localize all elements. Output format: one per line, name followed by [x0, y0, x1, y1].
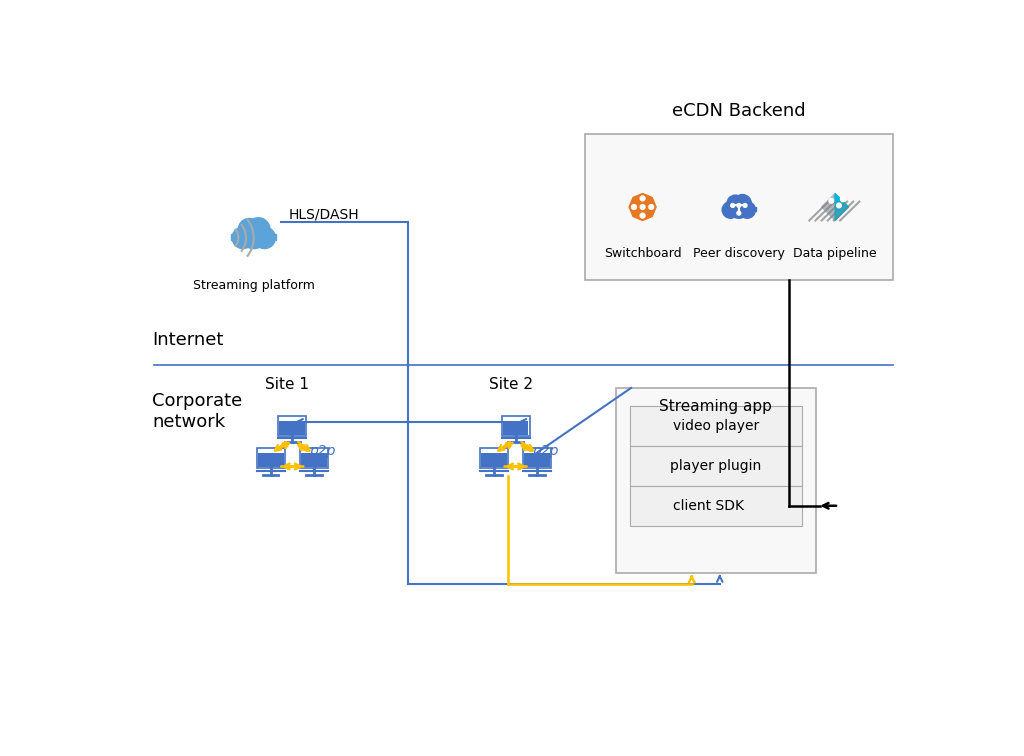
Circle shape — [722, 202, 739, 218]
Circle shape — [737, 211, 740, 215]
Text: Site 2: Site 2 — [488, 376, 532, 392]
Circle shape — [640, 205, 645, 209]
Circle shape — [841, 197, 845, 202]
Circle shape — [737, 203, 740, 207]
Circle shape — [649, 205, 653, 209]
Bar — [231, 234, 276, 240]
FancyBboxPatch shape — [502, 416, 529, 436]
Text: p2p: p2p — [532, 444, 559, 458]
FancyBboxPatch shape — [301, 453, 327, 467]
Polygon shape — [821, 194, 836, 221]
Circle shape — [733, 194, 752, 212]
FancyBboxPatch shape — [481, 453, 507, 467]
FancyBboxPatch shape — [615, 388, 816, 573]
FancyBboxPatch shape — [480, 448, 508, 469]
Text: Internet: Internet — [153, 331, 223, 349]
Circle shape — [728, 196, 751, 218]
Circle shape — [632, 205, 636, 209]
FancyBboxPatch shape — [280, 420, 305, 435]
Text: Site 1: Site 1 — [265, 376, 309, 392]
Polygon shape — [836, 194, 849, 221]
Circle shape — [640, 196, 645, 201]
FancyBboxPatch shape — [630, 406, 802, 446]
Text: player plugin: player plugin — [670, 459, 762, 472]
Circle shape — [247, 218, 270, 241]
Circle shape — [837, 203, 842, 208]
Bar — [722, 207, 756, 212]
Circle shape — [232, 227, 254, 249]
Bar — [722, 207, 756, 218]
Circle shape — [254, 227, 275, 249]
FancyBboxPatch shape — [585, 134, 893, 280]
Text: Streaming platform: Streaming platform — [193, 279, 314, 292]
Circle shape — [829, 199, 834, 203]
Text: Switchboard: Switchboard — [604, 247, 681, 260]
Polygon shape — [629, 194, 656, 221]
Text: HLS/DASH: HLS/DASH — [289, 208, 359, 222]
FancyBboxPatch shape — [630, 446, 802, 485]
FancyBboxPatch shape — [524, 453, 550, 467]
FancyBboxPatch shape — [258, 453, 284, 467]
Circle shape — [739, 202, 756, 218]
Circle shape — [240, 219, 268, 249]
Circle shape — [727, 195, 743, 212]
Circle shape — [731, 203, 734, 207]
Circle shape — [239, 218, 260, 240]
FancyBboxPatch shape — [279, 416, 306, 436]
FancyBboxPatch shape — [523, 448, 551, 469]
Text: p2p: p2p — [309, 444, 336, 458]
Text: video player: video player — [673, 419, 759, 432]
FancyBboxPatch shape — [503, 420, 528, 435]
Bar — [231, 234, 276, 249]
FancyBboxPatch shape — [300, 448, 328, 469]
Text: Peer discovery: Peer discovery — [693, 247, 784, 260]
FancyBboxPatch shape — [257, 448, 285, 469]
Text: eCDN Backend: eCDN Backend — [672, 102, 806, 120]
Text: Data pipeline: Data pipeline — [794, 247, 877, 260]
Text: Corporate
network: Corporate network — [153, 392, 243, 431]
FancyBboxPatch shape — [630, 485, 802, 525]
Circle shape — [640, 213, 645, 218]
Text: client SDK: client SDK — [673, 499, 743, 513]
Circle shape — [743, 203, 746, 207]
Text: Streaming app: Streaming app — [659, 399, 772, 414]
